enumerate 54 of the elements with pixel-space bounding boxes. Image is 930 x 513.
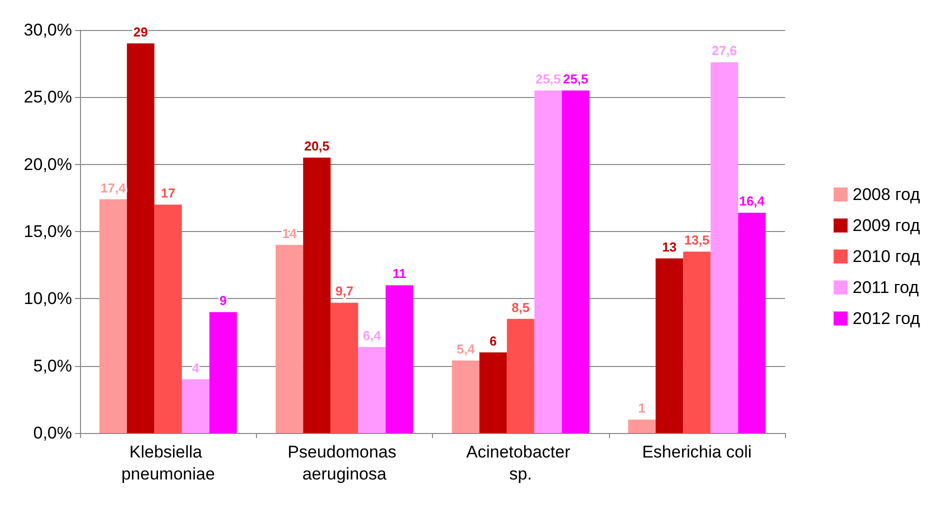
bar: [506, 318, 534, 433]
data-label: 17: [160, 186, 176, 201]
bar: [683, 252, 711, 433]
data-label: 13,5: [684, 232, 710, 248]
data-label: 20,5: [304, 138, 330, 154]
bar: [710, 62, 738, 433]
bar: [562, 90, 590, 433]
data-label: 25,5: [535, 71, 561, 86]
legend-label: 2011 год: [852, 278, 919, 297]
y-tick-label: 10,0%: [24, 289, 72, 308]
y-tick-label: 15,0%: [24, 222, 72, 241]
data-label: 17,4: [100, 180, 127, 196]
data-label: 11: [392, 266, 406, 282]
data-label: 1: [638, 400, 646, 416]
bar: [126, 43, 154, 433]
y-tick-label: 20,0%: [24, 154, 72, 174]
x-tick-label: Esherichia coli: [642, 442, 752, 462]
data-label: 6,4: [362, 328, 382, 344]
data-label: 25,5: [562, 71, 588, 86]
legend-label: 2010 год: [852, 247, 920, 266]
y-tick-label: 30,0%: [24, 20, 72, 40]
legend-label: 2008 год: [852, 185, 920, 204]
data-label: 27,6: [712, 43, 738, 58]
data-label: 13: [662, 239, 677, 254]
bar: [452, 360, 480, 433]
y-tick-label: 5,0%: [33, 356, 72, 376]
x-tick-label: Klebsiella pneumoniae: [121, 442, 215, 484]
bar: [534, 90, 562, 433]
bar: [479, 352, 507, 433]
bar: [358, 347, 386, 433]
bar: [738, 212, 766, 433]
data-label: 29: [133, 24, 148, 40]
legend-label: 2009 год: [852, 216, 920, 235]
data-label: 5,4: [456, 341, 476, 356]
legend-label: 2012 год: [852, 309, 920, 328]
bar: [656, 258, 684, 433]
bar: [276, 244, 304, 433]
y-tick-label: 0,0%: [33, 424, 72, 442]
bar: [386, 285, 414, 433]
data-label: 6: [490, 333, 497, 348]
y-tick-label: 25,0%: [24, 88, 72, 107]
x-tick-label: Acinetobacter sp.: [466, 442, 575, 484]
data-label: 8,5: [512, 300, 530, 315]
data-label: 9,7: [335, 284, 354, 299]
bar: [182, 379, 210, 433]
bar: [209, 312, 237, 433]
data-label: 16,4: [739, 194, 766, 209]
data-label: 9: [220, 293, 227, 308]
bar: [303, 158, 331, 433]
bar: [99, 199, 127, 433]
bar: [628, 420, 656, 433]
bar: [154, 204, 182, 433]
x-tick-label: Pseudomonas aeruginosa: [288, 442, 402, 484]
bar: [330, 302, 358, 433]
